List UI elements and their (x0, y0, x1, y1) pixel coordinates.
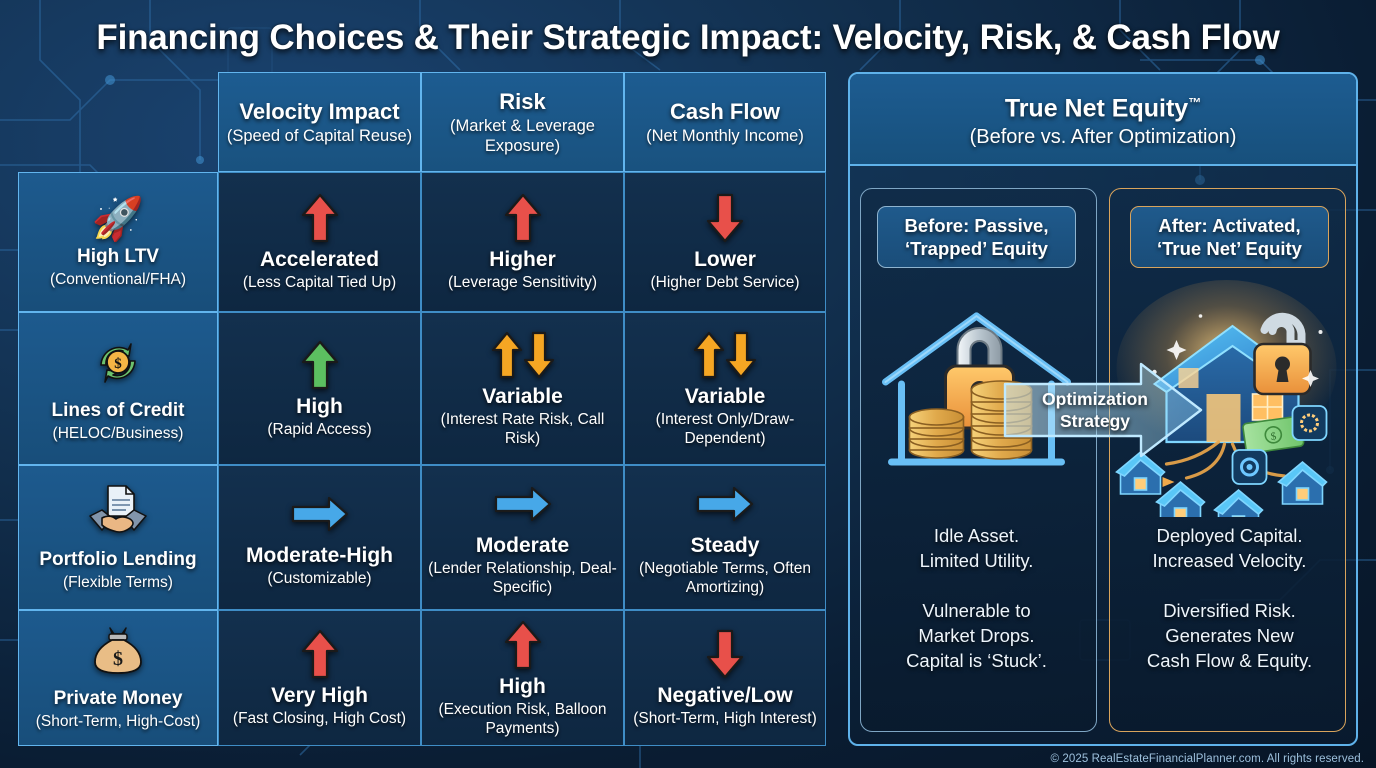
cell-value: Accelerated (259, 248, 380, 271)
arrow-right-icon (494, 478, 552, 530)
svg-text:$: $ (114, 356, 122, 372)
cell-subtext: (Rapid Access) (267, 420, 372, 438)
arrow-up-icon (301, 339, 339, 391)
row-header-subtitle: (Flexible Terms) (63, 573, 173, 591)
row-header-name: High LTV (77, 246, 159, 267)
cell-portfolio-velocity: Moderate-High (Customizable) (218, 465, 421, 610)
cell-subtext: (Fast Closing, High Cost) (232, 710, 407, 727)
row-header-high-ltv: 🚀 High LTV (Conventional/FHA) (18, 172, 218, 312)
before-description: Idle Asset. Limited Utility. Vulnerable … (906, 525, 1047, 671)
arrow-right-icon (696, 478, 754, 530)
arrow-right-icon (291, 488, 349, 540)
column-header-title: Risk (499, 88, 546, 114)
cell-private-risk: High (Execution Risk, Balloon Payments) (421, 610, 624, 746)
panel-subheading: (Before vs. After Optimization) (969, 125, 1237, 148)
table-corner-cell (18, 72, 218, 172)
true-net-equity-panel: True Net Equity™ (Before vs. After Optim… (848, 72, 1358, 746)
row-header-name: Private Money (53, 688, 183, 709)
cell-loc-cashflow: Variable (Interest Only/Draw-Dependent) (624, 312, 826, 465)
column-header-title: Velocity Impact (239, 98, 400, 124)
arrow-up-icon (504, 192, 542, 244)
column-header-risk: Risk (Market & Leverage Exposure) (421, 72, 624, 172)
row-header-subtitle: (Short-Term, High-Cost) (35, 713, 201, 730)
svg-text:$: $ (113, 648, 123, 670)
cell-subtext: (Lender Relationship, Deal-Specific) (428, 560, 617, 596)
cell-subtext: (Customizable) (267, 569, 372, 587)
copyright-footer: © 2025 RealEstateFinancialPlanner.com. A… (1050, 753, 1364, 765)
cell-subtext: (Leverage Sensitivity) (447, 274, 598, 291)
cell-portfolio-cashflow: Steady (Negotiable Terms, Often Amortizi… (624, 465, 826, 610)
arrow-up-icon (301, 192, 339, 244)
cell-value: Steady (690, 534, 760, 557)
after-section: After: Activated, ‘True Net’ Equity (1103, 166, 1356, 744)
column-header-title: Cash Flow (669, 98, 780, 124)
row-header-private-money: $ Private Money (Short-Term, High-Cost) (18, 610, 218, 746)
panel-heading: True Net Equity™ (1005, 88, 1201, 123)
cell-loc-velocity: High (Rapid Access) (218, 312, 421, 465)
cell-value: Lower (694, 248, 756, 271)
cell-value: High (296, 394, 343, 418)
cell-subtext: (Negotiable Terms, Often Amortizing) (638, 560, 811, 596)
cell-value: Moderate-High (246, 543, 393, 567)
cell-portfolio-risk: Moderate (Lender Relationship, Deal-Spec… (421, 465, 624, 610)
cell-subtext: (Higher Debt Service) (650, 274, 800, 291)
arrow-down-icon (706, 192, 744, 244)
after-description: Deployed Capital. Increased Velocity. Di… (1146, 525, 1313, 671)
cell-subtext: (Interest Only/Draw-Dependent) (655, 411, 795, 447)
cell-subtext: (Less Capital Tied Up) (242, 274, 397, 291)
cell-value: High (499, 674, 546, 698)
cell-value: Moderate (475, 534, 570, 557)
row-header-subtitle: (HELOC/Business) (52, 424, 184, 442)
panel-heading-text: True Net Equity (1004, 94, 1189, 123)
panel-body: Before: Passive, ‘Trapped’ Equity (850, 166, 1356, 744)
optimization-arrow-label: Optimization Strategy (1042, 389, 1148, 431)
row-header-name: Portfolio Lending (39, 548, 197, 570)
before-title: Before: Passive, ‘Trapped’ Equity (876, 206, 1077, 268)
cell-subtext: (Execution Risk, Balloon Payments) (438, 700, 607, 737)
arrow-up-icon (504, 619, 542, 671)
cell-private-cashflow: Negative/Low (Short-Term, High Interest) (624, 610, 826, 746)
column-header-subtitle: (Market & Leverage Exposure) (450, 116, 595, 155)
row-header-subtitle: (Conventional/FHA) (49, 271, 187, 288)
money-bag-icon: $ (91, 625, 145, 685)
cell-value: Very High (271, 684, 368, 707)
column-header-subtitle: (Net Monthly Income) (646, 126, 804, 145)
row-header-lines-of-credit: $ Lines of Credit (HELOC/Business) (18, 312, 218, 465)
column-header-velocity-impact: Velocity Impact (Speed of Capital Reuse) (218, 72, 421, 172)
optimization-arrow-icon (1003, 362, 1203, 458)
optimization-arrow: Optimization Strategy (1003, 362, 1203, 458)
financing-comparison-table: Velocity Impact (Speed of Capital Reuse)… (18, 72, 838, 746)
row-header-name: Lines of Credit (51, 399, 185, 421)
cell-value: Negative/Low (657, 684, 793, 707)
svg-text:$: $ (1270, 430, 1278, 443)
rocket-icon: 🚀 (91, 195, 145, 242)
column-header-cash-flow: Cash Flow (Net Monthly Income) (624, 72, 826, 172)
cell-subtext: (Interest Rate Risk, Call Risk) (440, 411, 605, 447)
trademark-mark: ™ (1188, 95, 1202, 111)
recycle-dollar-icon: $ (89, 335, 147, 397)
cell-subtext: (Short-Term, High Interest) (633, 710, 817, 727)
row-header-portfolio-lending: Portfolio Lending (Flexible Terms) (18, 465, 218, 610)
arrow-up-icon (301, 628, 339, 680)
unlocked-glowing-house-portfolio-illustration: $ (1111, 272, 1348, 533)
cell-value: Variable (684, 385, 766, 408)
cell-high-ltv-risk: Higher (Leverage Sensitivity) (421, 172, 624, 312)
arrow-up-down-icon (491, 329, 555, 381)
page-title: Financing Choices & Their Strategic Impa… (96, 18, 1280, 57)
cell-private-velocity: Very High (Fast Closing, High Cost) (218, 610, 421, 746)
cell-value: Higher (489, 248, 556, 271)
arrow-down-icon (706, 628, 744, 680)
cell-loc-risk: Variable (Interest Rate Risk, Call Risk) (421, 312, 624, 465)
cell-high-ltv-velocity: Accelerated (Less Capital Tied Up) (218, 172, 421, 312)
handshake-document-icon (88, 484, 148, 546)
cell-value: Variable (482, 385, 563, 408)
panel-header: True Net Equity™ (Before vs. After Optim… (850, 74, 1356, 166)
arrow-up-down-icon (693, 329, 757, 381)
column-header-subtitle: (Speed of Capital Reuse) (226, 126, 413, 145)
cell-high-ltv-cashflow: Lower (Higher Debt Service) (624, 172, 826, 312)
after-title: After: Activated, ‘True Net’ Equity (1129, 206, 1330, 268)
